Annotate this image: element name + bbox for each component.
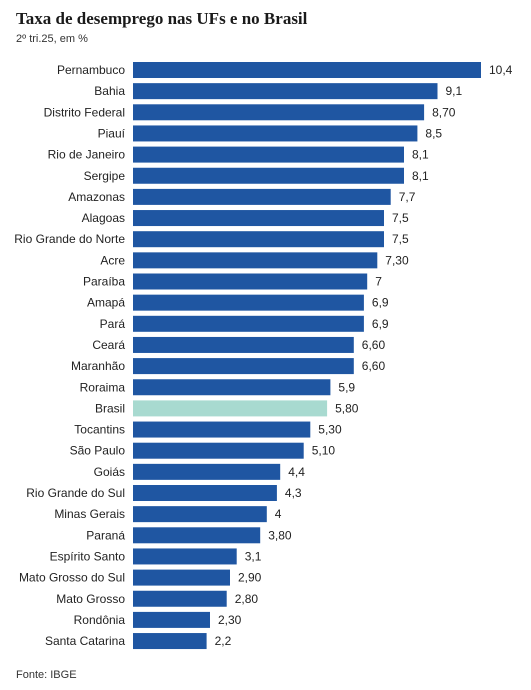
bar-ceara	[133, 336, 354, 353]
bar-rio-grande-do-sul	[133, 485, 277, 501]
value-label-goias: 4,4	[288, 465, 305, 479]
category-label-alagoas: Alagoas	[82, 211, 125, 225]
value-label-para: 6,9	[372, 317, 389, 331]
category-label-piaui: Piauí	[98, 126, 126, 140]
category-label-ceara: Ceará	[92, 338, 125, 352]
value-label-rondonia: 2,30	[218, 613, 242, 627]
value-label-bahia: 9,1	[446, 84, 463, 98]
bar-acre	[133, 252, 378, 269]
bar-pernambuco	[133, 62, 481, 78]
value-label-sergipe: 8,1	[412, 169, 429, 183]
category-label-mato-grosso-do-sul: Mato Grosso do Sul	[19, 571, 125, 585]
category-label-parana: Paraná	[86, 528, 125, 542]
value-label-alagoas: 7,5	[392, 211, 409, 225]
bar-goias	[133, 463, 281, 480]
bar-maranhao	[133, 358, 354, 375]
category-label-pernambuco: Pernambuco	[57, 63, 125, 77]
value-label-rio-grande-do-sul: 4,3	[285, 486, 302, 500]
value-label-mato-grosso: 2,80	[235, 592, 259, 606]
category-label-sao-paulo: São Paulo	[70, 444, 126, 458]
bar-brasil	[133, 400, 328, 417]
value-label-paraiba: 7	[375, 275, 382, 289]
category-label-amazonas: Amazonas	[68, 190, 125, 204]
value-label-tocantins: 5,30	[318, 423, 342, 437]
source-note: Fonte: IBGE	[16, 669, 77, 681]
category-label-para: Pará	[100, 317, 126, 331]
category-label-minas-gerais: Minas Gerais	[54, 507, 125, 521]
bar-mato-grosso-do-sul	[133, 569, 230, 586]
category-label-roraima: Roraima	[80, 380, 126, 394]
category-label-santa-catarina: Santa Catarina	[45, 634, 125, 648]
category-label-espirito-santo: Espírito Santo	[50, 549, 126, 563]
bar-bahia	[133, 83, 438, 100]
bar-espirito-santo	[133, 548, 237, 565]
value-label-rio-grande-do-norte: 7,5	[392, 232, 409, 246]
bar-paraiba	[133, 273, 368, 290]
bar-tocantins	[133, 421, 311, 438]
category-label-paraiba: Paraíba	[83, 275, 125, 289]
value-label-piaui: 8,5	[425, 126, 442, 140]
bar-mato-grosso	[133, 590, 227, 607]
bar-rio-de-janeiro	[133, 146, 404, 163]
category-label-brasil: Brasil	[95, 401, 125, 415]
category-label-rio-de-janeiro: Rio de Janeiro	[48, 148, 126, 162]
value-label-minas-gerais: 4	[275, 507, 282, 521]
value-label-roraima: 5,9	[338, 380, 355, 394]
value-label-rio-de-janeiro: 8,1	[412, 148, 429, 162]
bar-roraima	[133, 379, 331, 396]
category-label-tocantins: Tocantins	[74, 423, 125, 437]
bars	[133, 62, 481, 650]
category-label-acre: Acre	[100, 253, 125, 267]
bar-sergipe	[133, 167, 404, 184]
value-label-espirito-santo: 3,1	[245, 549, 262, 563]
bar-sao-paulo	[133, 442, 304, 459]
bar-alagoas	[133, 210, 384, 227]
category-label-rondonia: Rondônia	[74, 613, 126, 627]
value-labels: 10,4 9,1 8,70 8,5 8,1 8,1 7,7 7,5 7,5 7,307 6,9 6,9…	[215, 63, 513, 648]
category-label-maranhao: Maranhão	[71, 359, 125, 373]
chart-subtitle: 2º tri.25, em %	[16, 33, 88, 45]
category-label-mato-grosso: Mato Grosso	[56, 592, 125, 606]
bar-distrito-federal	[133, 104, 425, 121]
chart-title: Taxa de desemprego nas UFs e no Brasil	[16, 9, 308, 28]
bar-amazonas	[133, 188, 391, 205]
value-label-santa-catarina: 2,2	[215, 634, 232, 648]
value-label-distrito-federal: 8,70	[432, 105, 456, 119]
category-label-bahia: Bahia	[94, 84, 125, 98]
value-label-amazonas: 7,7	[399, 190, 416, 204]
category-label-amapa: Amapá	[87, 296, 125, 310]
bar-amapa	[133, 294, 364, 311]
category-labels: Pernambuco Bahia Distrito Federal Piauí Rio …	[14, 63, 125, 648]
value-label-brasil: 5,80	[335, 401, 359, 415]
bar-santa-catarina	[133, 633, 207, 650]
category-label-goias: Goiás	[94, 465, 125, 479]
value-label-amapa: 6,9	[372, 296, 389, 310]
bar-minas-gerais	[133, 506, 267, 523]
bar-rio-grande-do-norte	[133, 231, 384, 248]
value-label-ceara: 6,60	[362, 338, 386, 352]
bar-parana	[133, 527, 261, 544]
bar-rondonia	[133, 611, 210, 628]
value-label-mato-grosso-do-sul: 2,90	[238, 571, 262, 585]
value-label-sao-paulo: 5,10	[312, 444, 336, 458]
category-label-distrito-federal: Distrito Federal	[44, 105, 125, 119]
bar-chart: Pernambuco Bahia Distrito Federal Piauí Rio …	[14, 62, 513, 650]
value-label-parana: 3,80	[268, 528, 292, 542]
bar-para	[133, 315, 364, 332]
category-label-sergipe: Sergipe	[84, 169, 126, 183]
category-label-rio-grande-do-norte: Rio Grande do Norte	[14, 232, 125, 246]
value-label-pernambuco: 10,4	[489, 63, 513, 77]
value-label-acre: 7,30	[385, 253, 409, 267]
value-label-maranhao: 6,60	[362, 359, 386, 373]
bar-piaui	[133, 125, 418, 142]
category-label-rio-grande-do-sul: Rio Grande do Sul	[26, 486, 125, 500]
